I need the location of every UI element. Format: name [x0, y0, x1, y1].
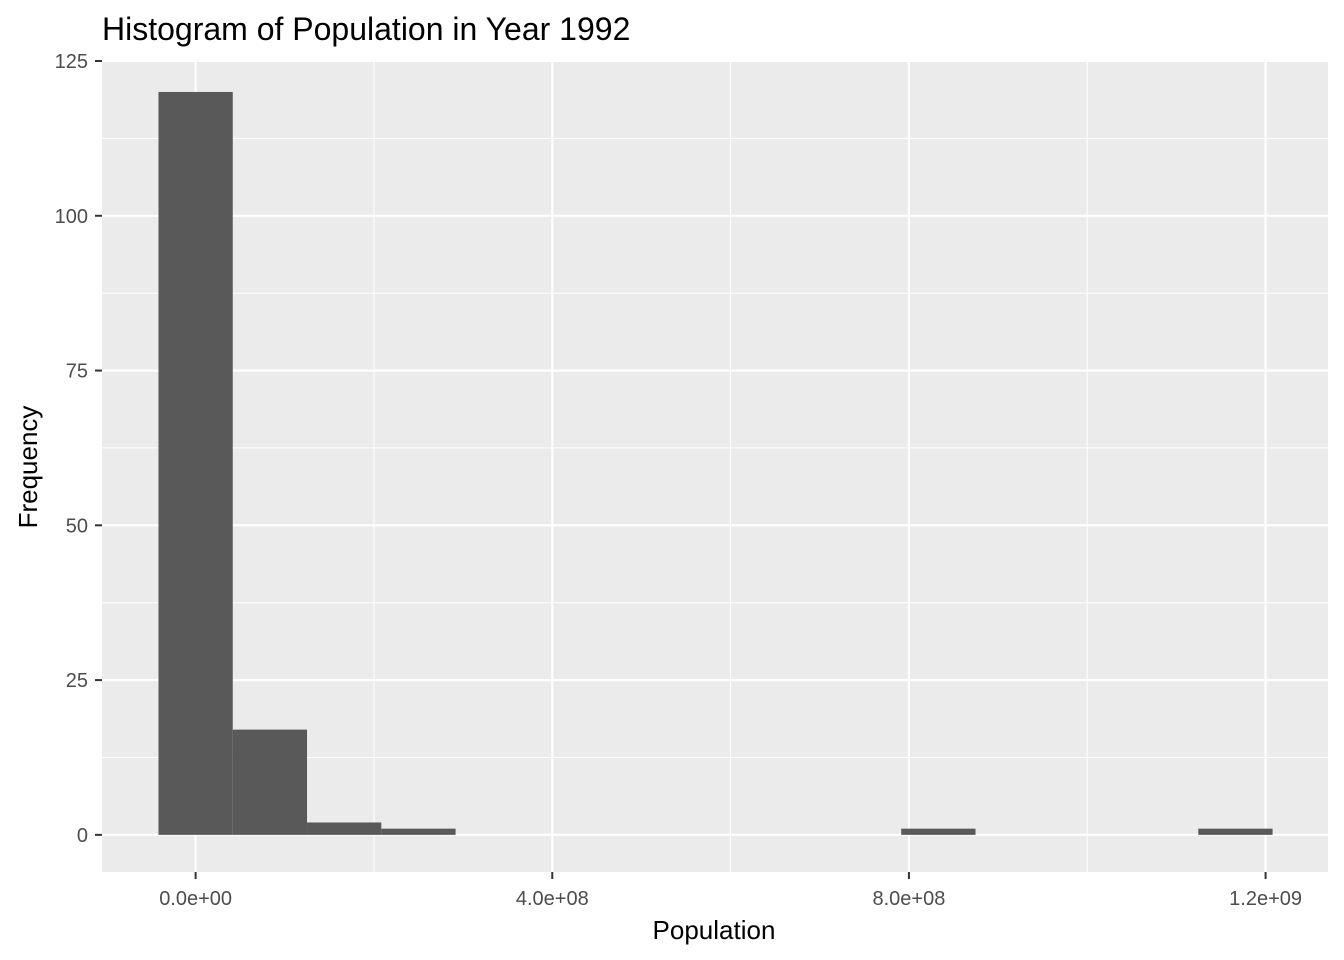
- y-tick-label: 0: [77, 825, 88, 847]
- histogram-bar: [1198, 828, 1273, 835]
- y-axis-title: Frequency: [13, 406, 43, 529]
- y-tick-label: 25: [66, 670, 88, 692]
- x-axis: 0.0e+00 4.0e+08 8.0e+08 1.2e+09: [159, 872, 1302, 910]
- x-tick-label: 0.0e+00: [159, 888, 232, 910]
- y-axis: 0 25 50 75 100 125: [55, 51, 102, 847]
- histogram-bar: [901, 828, 976, 835]
- x-tick-label: 8.0e+08: [873, 888, 946, 910]
- histogram-bar: [158, 91, 233, 835]
- histogram-bars: [158, 91, 1273, 835]
- y-tick-label: 75: [66, 361, 88, 383]
- y-tick-label: 100: [55, 206, 88, 228]
- y-tick-label: 125: [55, 51, 88, 73]
- x-axis-title: Population: [653, 915, 776, 945]
- histogram-bar: [307, 822, 382, 835]
- histogram-bar: [232, 729, 308, 835]
- histogram-bar: [381, 828, 456, 835]
- x-tick-label: 4.0e+08: [516, 888, 589, 910]
- chart-title: Histogram of Population in Year 1992: [102, 11, 630, 47]
- y-tick-label: 50: [66, 515, 88, 537]
- x-tick-label: 1.2e+09: [1229, 888, 1302, 910]
